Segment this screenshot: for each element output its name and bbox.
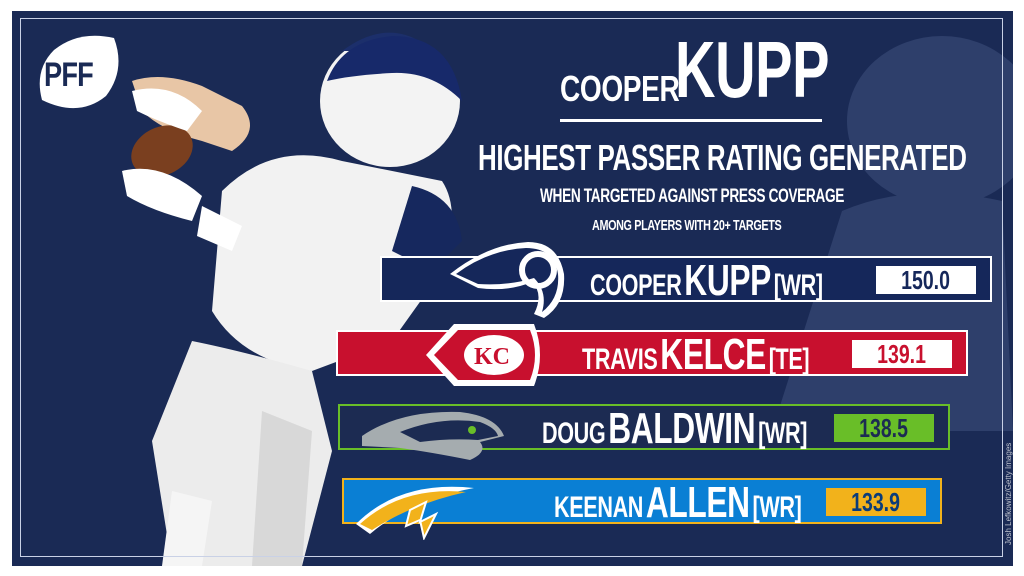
rams-logo-icon	[448, 234, 568, 322]
player-name: TRAVIS KELCE [TE]	[582, 330, 810, 379]
chargers-logo-icon	[350, 480, 480, 541]
svg-text:KC: KC	[474, 344, 510, 370]
background-art	[122, 32, 1013, 566]
ranking-row: KEENAN ALLEN [WR] 133.9	[342, 478, 942, 527]
photo-credit-left: Jeff Gross/Getty Images	[0, 480, 8, 567]
title-last-name: KUPP	[675, 25, 830, 114]
pff-logo-text: PFF	[44, 56, 94, 94]
rating-value: 133.9	[826, 487, 926, 517]
player-name: DOUG BALDWIN [WR]	[542, 404, 808, 453]
rating-value: 150.0	[876, 265, 976, 295]
player-name: COOPER KUPP [WR]	[590, 256, 823, 305]
headline: HIGHEST PASSER RATING GENERATED	[478, 137, 967, 178]
title-first-name: COOPER	[560, 68, 680, 109]
photo-credit-right: Josh Lefkowitz/Getty Images	[1004, 442, 1013, 545]
seahawks-logo-icon	[360, 402, 506, 462]
pff-logo-icon	[39, 35, 119, 109]
subheadline: WHEN TARGETED AGAINST PRESS COVERAGE	[540, 186, 844, 207]
rating-value: 139.1	[852, 339, 952, 369]
chiefs-logo-icon: KC	[424, 322, 548, 388]
title-underline	[560, 119, 822, 122]
player-name: KEENAN ALLEN [WR]	[554, 478, 802, 527]
qualifier: AMONG PLAYERS WITH 20+ TARGETS	[592, 217, 782, 234]
player-photo	[122, 32, 462, 566]
rating-value: 138.5	[834, 413, 934, 443]
pff-logo: PFF	[34, 30, 126, 116]
